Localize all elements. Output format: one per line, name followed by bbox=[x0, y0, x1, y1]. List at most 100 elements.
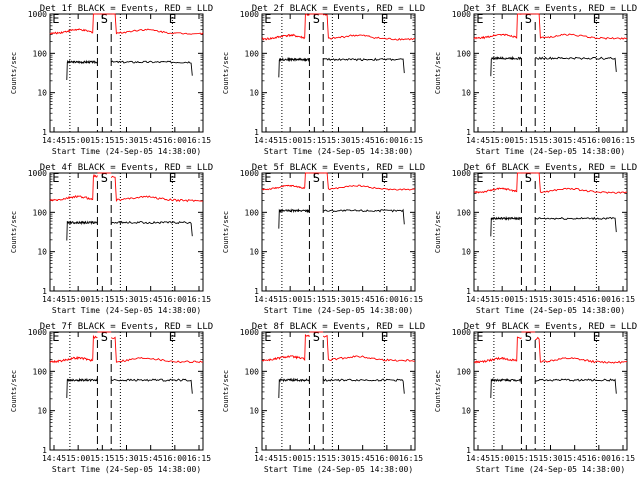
y-tick-label: 100 bbox=[33, 49, 48, 58]
start-marker: S bbox=[313, 171, 320, 185]
y-tick-label: 1 bbox=[466, 128, 471, 137]
x-tick-label: 14:45 bbox=[466, 136, 490, 145]
x-tick-label: 15:00 bbox=[278, 136, 302, 145]
y-tick-label: 100 bbox=[245, 367, 260, 376]
y-tick-label: 10 bbox=[461, 89, 471, 98]
lld-series-line bbox=[535, 13, 628, 40]
lld-series-line bbox=[111, 336, 204, 364]
lld-series-line bbox=[261, 333, 310, 362]
detector-panel-6: Det 6f BLACK = Events, RED = LLD Counts/s… bbox=[434, 163, 637, 315]
detector-panel-4: Det 4f BLACK = Events, RED = LLD Counts/s… bbox=[10, 163, 213, 315]
lld-series-line bbox=[110, 175, 203, 203]
events-series-line bbox=[323, 208, 405, 225]
end-marker: E bbox=[476, 12, 483, 26]
x-tick-label: 15:45 bbox=[351, 454, 375, 463]
end-marker: E bbox=[593, 171, 600, 185]
events-series-line bbox=[110, 60, 193, 76]
x-tick-label: 14:45 bbox=[466, 295, 490, 304]
end-marker: E bbox=[264, 171, 271, 185]
start-marker: S bbox=[101, 12, 108, 26]
events-series-line bbox=[66, 220, 98, 241]
events-series-line bbox=[322, 378, 405, 394]
x-tick-label: 15:30 bbox=[538, 136, 562, 145]
y-tick-label: 1 bbox=[466, 287, 471, 296]
events-series-line bbox=[490, 377, 522, 399]
end-marker: E bbox=[381, 330, 388, 344]
y-axis-label: Counts/sec bbox=[434, 370, 442, 412]
x-tick-label: 15:30 bbox=[114, 295, 138, 304]
x-tick-label: 14:45 bbox=[254, 136, 278, 145]
x-tick-label: 15:45 bbox=[139, 136, 163, 145]
x-tick-label: 16:00 bbox=[163, 454, 187, 463]
detector-panel-3: Det 3f BLACK = Events, RED = LLD Counts/s… bbox=[434, 4, 637, 156]
y-axis-label: Counts/sec bbox=[10, 211, 18, 253]
panel-title: Det 9f BLACK = Events, RED = LLD bbox=[464, 322, 637, 332]
x-tick-label: 15:45 bbox=[139, 454, 163, 463]
plot-frame bbox=[261, 13, 416, 133]
x-tick-label: 15:15 bbox=[302, 136, 326, 145]
y-tick-label: 1000 bbox=[240, 169, 259, 178]
panel-title: Det 5f BLACK = Events, RED = LLD bbox=[252, 163, 425, 173]
x-tick-label: 16:00 bbox=[163, 295, 187, 304]
x-tick-label: 15:30 bbox=[114, 136, 138, 145]
x-tick-label: 15:45 bbox=[139, 295, 163, 304]
x-tick-label: 16:15 bbox=[399, 454, 423, 463]
detector-panel-9: Det 9f BLACK = Events, RED = LLD Counts/s… bbox=[434, 322, 637, 474]
lld-series-line bbox=[49, 334, 98, 364]
y-tick-label: 1000 bbox=[240, 328, 259, 337]
lld-series-line bbox=[322, 334, 416, 362]
panel-title: Det 8f BLACK = Events, RED = LLD bbox=[252, 322, 425, 332]
lld-series-line bbox=[473, 336, 522, 364]
x-tick-label: 14:45 bbox=[42, 136, 66, 145]
detector-panel-7: Det 7f BLACK = Events, RED = LLD Counts/s… bbox=[10, 322, 213, 474]
start-marker: S bbox=[101, 171, 108, 185]
x-tick-label: 16:00 bbox=[587, 295, 611, 304]
events-series-line bbox=[323, 57, 405, 74]
x-tick-label: 14:45 bbox=[42, 295, 66, 304]
y-axis-label: Counts/sec bbox=[222, 52, 230, 94]
panel-title: Det 7f BLACK = Events, RED = LLD bbox=[40, 322, 213, 332]
x-tick-label: 15:45 bbox=[351, 136, 375, 145]
y-tick-label: 10 bbox=[37, 248, 47, 257]
x-axis-label: Start Time (24-Sep-05 14:38:00) bbox=[264, 306, 413, 315]
y-tick-label: 100 bbox=[245, 208, 260, 217]
x-axis-label: Start Time (24-Sep-05 14:38:00) bbox=[264, 465, 413, 474]
x-tick-label: 14:45 bbox=[254, 454, 278, 463]
y-axis-label: Counts/sec bbox=[434, 52, 442, 94]
x-tick-label: 16:00 bbox=[375, 454, 399, 463]
y-tick-label: 1000 bbox=[28, 328, 47, 337]
start-marker: S bbox=[101, 330, 108, 344]
x-tick-label: 15:15 bbox=[90, 136, 114, 145]
x-tick-label: 16:15 bbox=[611, 295, 635, 304]
x-tick-label: 16:15 bbox=[187, 136, 211, 145]
lld-series-line bbox=[473, 172, 522, 194]
x-tick-label: 15:45 bbox=[563, 454, 587, 463]
y-tick-label: 10 bbox=[37, 407, 47, 416]
x-tick-label: 14:45 bbox=[466, 454, 490, 463]
events-series-line bbox=[490, 55, 522, 77]
end-marker: E bbox=[52, 330, 59, 344]
x-tick-label: 15:00 bbox=[278, 295, 302, 304]
end-marker: E bbox=[264, 330, 271, 344]
panel-title: Det 6f BLACK = Events, RED = LLD bbox=[464, 163, 637, 173]
y-tick-label: 1 bbox=[42, 287, 47, 296]
detector-panel-5: Det 5f BLACK = Events, RED = LLD Counts/s… bbox=[222, 163, 425, 315]
x-tick-label: 15:30 bbox=[114, 454, 138, 463]
x-tick-label: 15:00 bbox=[490, 136, 514, 145]
x-tick-label: 15:45 bbox=[563, 136, 587, 145]
events-series-line bbox=[278, 208, 310, 229]
y-tick-label: 100 bbox=[33, 208, 48, 217]
x-tick-label: 16:00 bbox=[375, 295, 399, 304]
end-marker: E bbox=[52, 171, 59, 185]
y-tick-label: 100 bbox=[33, 367, 48, 376]
x-tick-label: 15:15 bbox=[302, 454, 326, 463]
end-marker: E bbox=[381, 12, 388, 26]
x-tick-label: 15:30 bbox=[538, 295, 562, 304]
y-axis-label: Counts/sec bbox=[10, 52, 18, 94]
start-marker: S bbox=[313, 330, 320, 344]
lld-series-line bbox=[111, 13, 204, 35]
y-axis-label: Counts/sec bbox=[10, 370, 18, 412]
detector-panel-1: Det 1f BLACK = Events, RED = LLD Counts/s… bbox=[10, 4, 213, 156]
end-marker: E bbox=[381, 171, 388, 185]
